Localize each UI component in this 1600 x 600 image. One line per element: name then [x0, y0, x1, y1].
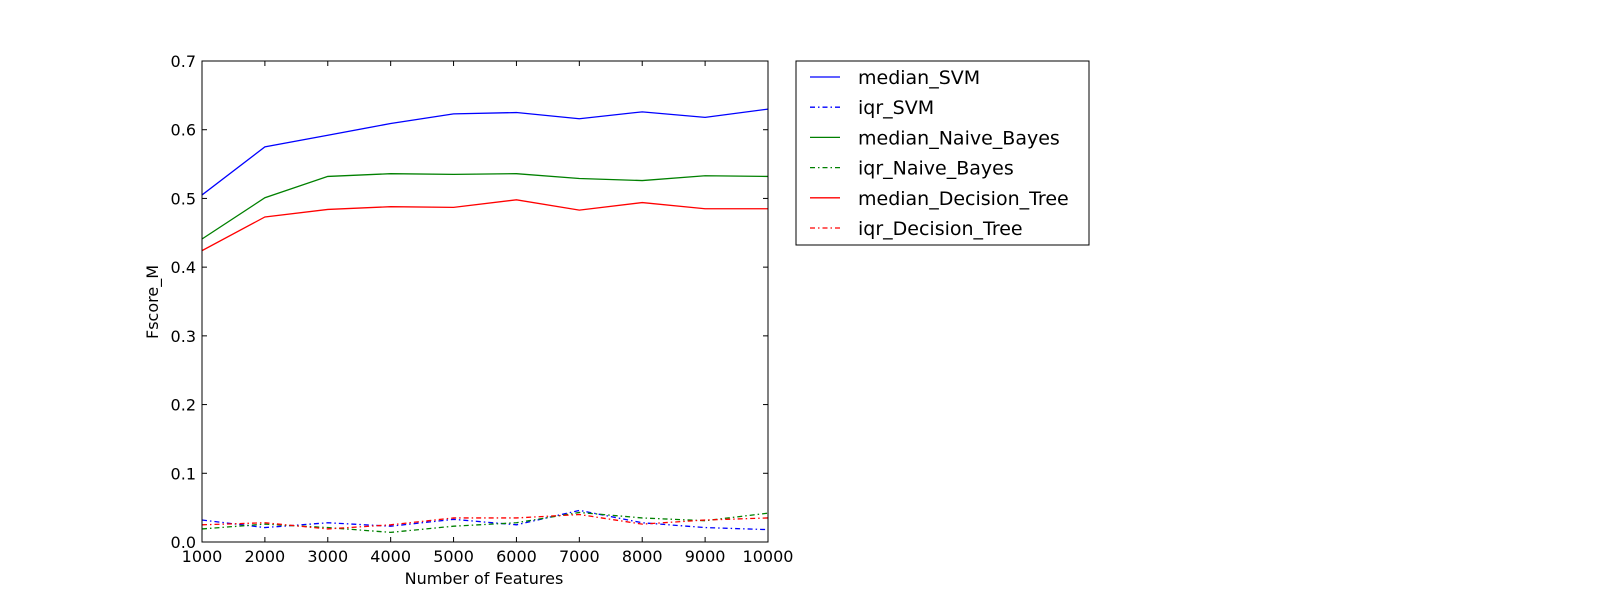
legend-label: iqr_Decision_Tree — [858, 218, 1023, 240]
series-lines — [202, 108, 768, 534]
x-tick-label: 5000 — [433, 547, 474, 566]
legend: median_SVM iqr_SVM median_Naive_Bayes iqr_N… — [795, 60, 1090, 246]
legend-label: iqr_SVM — [858, 97, 934, 119]
y-tick-label: 0.2 — [171, 396, 196, 415]
series-line-median-naive-bayes — [202, 173, 768, 240]
x-tick-label: 7000 — [559, 547, 600, 566]
legend-box — [795, 60, 1090, 246]
x-tick-label: 2000 — [245, 547, 286, 566]
legend-label: median_SVM — [858, 67, 980, 89]
y-tick-label: 0.6 — [171, 121, 196, 140]
y-tick-label: 0.4 — [171, 258, 196, 277]
y-tick-label: 0.3 — [171, 327, 196, 346]
plot-border — [201, 60, 769, 543]
x-tick-label: 4000 — [370, 547, 411, 566]
legend-label: iqr_Naive_Bayes — [858, 158, 1014, 180]
series-line-iqr-decision-tree — [202, 513, 768, 530]
y-tick-label: 0.0 — [171, 533, 196, 552]
legend-label: median_Decision_Tree — [858, 188, 1069, 210]
x-axis-label: Number of Features — [405, 569, 564, 588]
series-line-median-decision-tree — [202, 199, 768, 252]
series-line-median-svm — [202, 108, 768, 196]
axes-frame — [201, 60, 769, 543]
y-tick-label: 0.7 — [171, 52, 196, 71]
axis-ticks: 1000 2000 3000 4000 5000 6000 7000 8000 9000 1000… — [171, 52, 794, 566]
x-tick-label: 10000 — [743, 547, 794, 566]
y-tick-label: 0.1 — [171, 464, 196, 483]
legend-label: median_Naive_Bayes — [858, 127, 1060, 149]
x-tick-label: 1000 — [182, 547, 223, 566]
series-line-iqr-svm — [202, 509, 768, 531]
x-tick-label: 8000 — [622, 547, 663, 566]
y-tick-label: 0.5 — [171, 189, 196, 208]
x-tick-label: 9000 — [685, 547, 726, 566]
x-tick-label: 6000 — [496, 547, 537, 566]
y-axis-label: Fscore_M — [143, 265, 163, 339]
series-line-iqr-naive-bayes — [202, 511, 768, 534]
plot-area — [202, 108, 768, 534]
x-tick-label: 3000 — [307, 547, 348, 566]
